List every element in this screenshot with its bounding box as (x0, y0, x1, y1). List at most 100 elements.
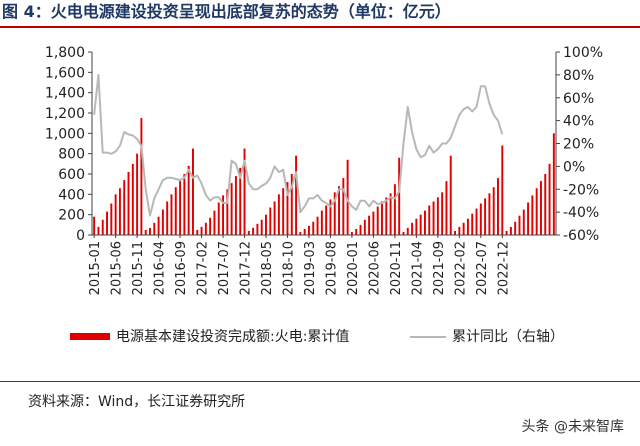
bar (454, 230, 456, 235)
right-tick-label: 80% (563, 68, 594, 84)
bar (127, 171, 130, 235)
chart: 0 200 400 600 800 1,000 1,200 1,400 1,600 1,800 -6… (45, 45, 603, 345)
left-tick-label: 1,000 (45, 126, 85, 142)
left-tick-label: 400 (58, 187, 85, 203)
bar (471, 213, 474, 235)
bar (355, 228, 358, 235)
plot-area (93, 73, 555, 235)
bar (166, 201, 169, 235)
bar (548, 163, 551, 235)
left-tick-label: 800 (58, 147, 85, 163)
left-tick-label: 0 (76, 228, 85, 244)
x-tick-label: 2021-04 (410, 241, 425, 295)
bar (308, 225, 310, 235)
right-tick-label: 20% (563, 137, 594, 153)
x-tick-label: 2018-05 (260, 241, 275, 295)
bar (230, 183, 233, 235)
bar (157, 216, 160, 235)
bar (101, 219, 104, 235)
bar (131, 163, 134, 235)
bar (329, 199, 332, 235)
bar (97, 226, 100, 235)
x-tick-label: 2022-02 (453, 241, 468, 295)
bar (93, 216, 96, 235)
bar (402, 231, 405, 235)
bar (303, 228, 306, 235)
bar (316, 216, 319, 235)
bar (149, 227, 151, 235)
left-tick-label: 1,800 (45, 45, 85, 61)
bar (144, 229, 147, 235)
bar (376, 206, 379, 235)
bar (411, 222, 414, 235)
bar (282, 188, 285, 235)
title-underline (0, 26, 640, 28)
left-tick-label: 1,400 (45, 86, 85, 102)
bar (320, 210, 323, 235)
legend-bar-swatch (70, 333, 110, 340)
legend-line-label: 累计同比（右轴） (452, 329, 564, 345)
bar (462, 222, 465, 235)
bar (192, 148, 194, 235)
bar (209, 217, 212, 235)
bar (239, 167, 242, 235)
left-tick-label: 200 (58, 208, 85, 224)
bar (363, 219, 366, 235)
bar (213, 210, 216, 235)
bar (475, 208, 478, 235)
bar (346, 159, 349, 235)
yoy-line (93, 73, 504, 217)
bar (161, 209, 164, 235)
bar (338, 186, 340, 235)
bar (501, 145, 504, 235)
bar (484, 198, 487, 235)
bar (243, 148, 246, 235)
x-tick-label: 2018-10 (281, 241, 296, 295)
bar (466, 218, 469, 235)
bar (389, 193, 392, 235)
bar (393, 184, 396, 235)
bar (449, 155, 452, 235)
bar (217, 202, 220, 235)
bar (428, 205, 431, 235)
bar (183, 174, 186, 235)
bar (179, 181, 182, 235)
bar (406, 227, 409, 235)
legend-bar-label: 电源基本建设投资完成额:火电:累计值 (116, 328, 349, 345)
bar (544, 174, 547, 235)
source-divider (0, 381, 640, 382)
bar (424, 210, 426, 235)
bar (509, 226, 512, 235)
x-tick-label: 2022-12 (496, 241, 511, 295)
right-tick-label: 0% (563, 159, 585, 175)
bar (492, 187, 495, 235)
source-note: 资料来源：Wind，长江证券研究所 (28, 394, 246, 410)
bar (196, 229, 199, 235)
bar (535, 188, 538, 235)
x-tick-label: 2019-08 (324, 241, 339, 295)
bar (381, 201, 383, 235)
x-tick-label: 2017-07 (217, 241, 232, 295)
bar (295, 155, 298, 235)
bar (234, 176, 237, 235)
bar (123, 180, 126, 235)
right-tick-label: 60% (563, 91, 594, 107)
x-tick-label: 2020-11 (389, 241, 404, 295)
bar (256, 223, 259, 235)
bar (187, 165, 190, 235)
bar (170, 194, 173, 235)
x-tick-label: 2017-12 (239, 241, 254, 295)
bar (226, 189, 229, 235)
bar (260, 219, 263, 235)
bar (106, 211, 108, 235)
bar (174, 187, 177, 235)
bar (290, 174, 293, 235)
bar (441, 192, 444, 235)
bar (273, 201, 276, 235)
bar (136, 153, 139, 235)
bar (458, 226, 461, 235)
left-tick-label: 1,600 (45, 65, 85, 81)
bar (514, 221, 517, 235)
bar (368, 215, 371, 235)
bar (398, 157, 401, 235)
